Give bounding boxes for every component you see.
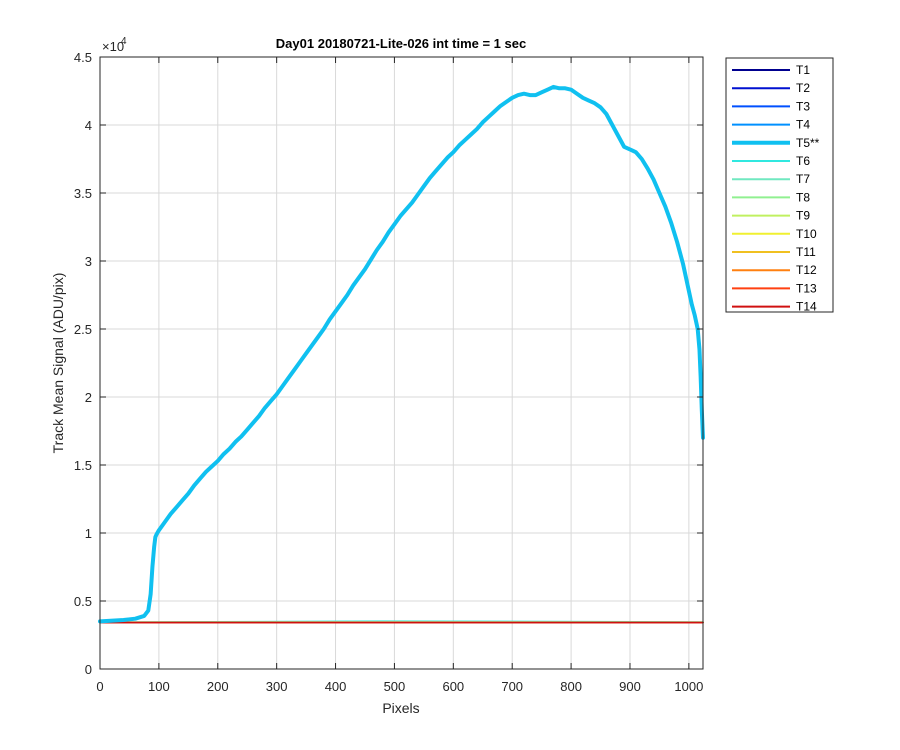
series-lines [98, 84, 705, 624]
x-tick-label: 0 [96, 679, 103, 694]
legend-label-t11: T11 [796, 245, 816, 259]
x-tick-label: 800 [560, 679, 582, 694]
legend-label-t14: T14 [796, 300, 817, 314]
x-tick-label: 900 [619, 679, 641, 694]
legend-label-t12: T12 [796, 263, 817, 277]
x-tick-label: 700 [501, 679, 523, 694]
y-tick-label: 3.5 [74, 186, 92, 201]
plot-area-frame [99, 56, 704, 670]
legend-label-t4: T4 [796, 118, 810, 132]
y-tick-label: 1 [85, 526, 92, 541]
legend-label-t8: T8 [796, 190, 810, 204]
legend-box [725, 57, 834, 313]
legend-label-t3: T3 [796, 99, 810, 113]
legend-label-t13: T13 [796, 281, 817, 295]
x-tick-label: 400 [325, 679, 347, 694]
y-tick-label: 2 [85, 390, 92, 405]
y-tick-label: 4 [85, 118, 92, 133]
y-gridlines [100, 124, 703, 602]
chart-title: Day01 20180721-Lite-026 int time = 1 sec [276, 36, 526, 51]
y-tick-label: 4.5 [74, 50, 92, 65]
x-gridlines [158, 57, 690, 669]
legend-label-t1: T1 [796, 63, 810, 77]
y-axis-ticks: 0 0.5 1 1.5 2 2.5 3 3.5 4 4.5 [74, 50, 703, 677]
legend: T1 T2 T3 T4 T5** T6 T7 T8 T9 T10 T11 T12 T13 T14 [725, 57, 834, 314]
legend-label-t6: T6 [796, 154, 810, 168]
y-exponent-base: ×10 [102, 39, 124, 54]
x-axis-label: Pixels [382, 700, 419, 716]
y-tick-label: 1.5 [74, 458, 92, 473]
legend-label-t10: T10 [796, 227, 817, 241]
x-tick-label: 100 [148, 679, 170, 694]
x-axis-ticks: 0 100 200 300 400 500 600 700 800 900 1000 [96, 57, 703, 694]
legend-label-t5: T5** [796, 136, 820, 150]
y-exponent-power: 4 [121, 36, 127, 47]
y-tick-label: 0.5 [74, 594, 92, 609]
legend-label-t7: T7 [796, 172, 810, 186]
x-tick-label: 600 [442, 679, 464, 694]
legend-label-t2: T2 [796, 81, 810, 95]
y-tick-label: 3 [85, 254, 92, 269]
plot-area-background [100, 57, 703, 669]
x-tick-label: 1000 [674, 679, 703, 694]
y-axis-label: Track Mean Signal (ADU/pix) [50, 273, 66, 454]
y-tick-label: 2.5 [74, 322, 92, 337]
legend-label-t9: T9 [796, 209, 810, 223]
x-tick-label: 300 [266, 679, 288, 694]
x-tick-label: 200 [207, 679, 229, 694]
y-tick-label: 0 [85, 662, 92, 677]
series-line-t5 [98, 84, 705, 624]
x-tick-label: 500 [384, 679, 406, 694]
